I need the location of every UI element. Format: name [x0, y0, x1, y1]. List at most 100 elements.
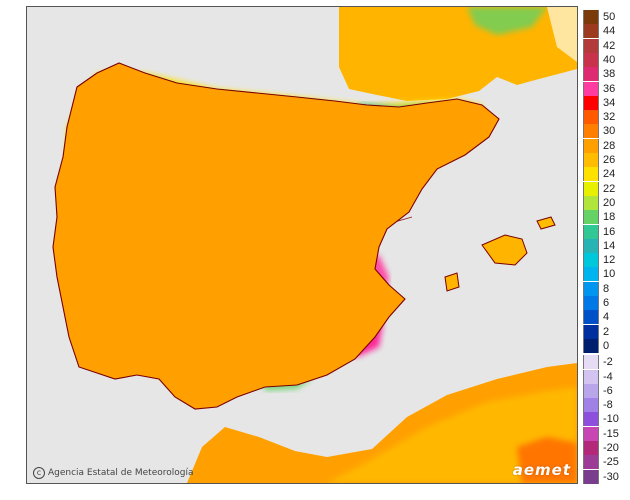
legend-swatch: [583, 238, 599, 253]
legend-swatch: [583, 10, 599, 24]
legend-row: -4: [583, 369, 628, 384]
credit-text: Agencia Estatal de Meteorología: [48, 468, 194, 478]
legend-swatch: [583, 224, 599, 239]
legend-row: 32: [583, 110, 628, 125]
legend-label: -20: [603, 442, 619, 454]
copyright-icon: c: [33, 467, 45, 479]
legend-label: -4: [603, 370, 613, 383]
legend-swatch: [583, 267, 599, 282]
legend-swatch: [583, 52, 599, 67]
legend-label: 26: [603, 154, 616, 166]
legend-label: 44: [603, 25, 616, 38]
legend-row: 16: [583, 224, 628, 239]
legend-row: 6: [583, 296, 628, 310]
legend-label: 40: [603, 53, 616, 66]
legend-swatch: [583, 281, 599, 296]
legend-swatch: [583, 38, 599, 53]
legend-swatch: [583, 369, 599, 384]
legend-row: 0: [583, 338, 628, 353]
legend-label: 32: [603, 111, 616, 124]
legend-row: 20: [583, 195, 628, 210]
legend-row: -2: [583, 355, 628, 370]
legend-row: 40: [583, 52, 628, 67]
legend-row: 8: [583, 281, 628, 296]
map-canvas: [52, 7, 577, 483]
legend-label: -30: [603, 470, 619, 483]
legend-label: 4: [603, 311, 610, 324]
legend-swatch: [583, 110, 599, 125]
legend-row: 22: [583, 181, 628, 196]
africa-warm-zone: [327, 387, 577, 483]
legend-row: 50: [583, 10, 628, 24]
legend-swatch: [583, 412, 599, 427]
legend-row: 2: [583, 324, 628, 339]
legend-row: -10: [583, 412, 628, 427]
france-landmass: [339, 7, 577, 101]
africa-hot-spot: [517, 437, 577, 483]
legend-row: 36: [583, 81, 628, 96]
legend-label: 30: [603, 125, 616, 138]
legend-label: 34: [603, 96, 616, 109]
legend-swatch: [583, 383, 599, 398]
ibiza-island: [444, 272, 460, 292]
legend-swatch: [583, 181, 599, 196]
legend-row: -15: [583, 426, 628, 441]
legend-swatch: [583, 398, 599, 413]
legend-row: 42: [583, 38, 628, 53]
agency-credit: c Agencia Estatal de Meteorología: [33, 467, 194, 479]
legend-row: -20: [583, 441, 628, 455]
legend-swatch: [583, 455, 599, 470]
legend-label: 16: [603, 225, 616, 238]
legend-label: -6: [603, 384, 613, 397]
legend-swatch: [583, 253, 599, 268]
legend-label: 0: [603, 339, 610, 352]
legend-row: 30: [583, 124, 628, 139]
legend-label: 14: [603, 239, 616, 252]
legend-swatch: [583, 210, 599, 225]
legend-row: 26: [583, 153, 628, 167]
legend-swatch: [583, 324, 599, 339]
legend-label: 6: [603, 297, 610, 309]
legend-swatch: [583, 81, 599, 96]
legend-swatch: [583, 167, 599, 182]
legend-swatch: [583, 153, 599, 167]
legend-label: -10: [603, 413, 619, 426]
legend-swatch: [583, 24, 599, 39]
legend-row: 18: [583, 210, 628, 225]
legend-row: -25: [583, 455, 628, 470]
menorca-island: [536, 216, 556, 230]
legend-label: -8: [603, 399, 613, 412]
legend-label: 38: [603, 68, 616, 81]
legend-swatch: [583, 138, 599, 153]
legend-row: -30: [583, 469, 628, 484]
legend-swatch: [583, 338, 599, 353]
aemet-logo: aemet: [512, 461, 571, 479]
legend-label: -25: [603, 456, 619, 469]
legend-row: 14: [583, 238, 628, 253]
legend-label: 20: [603, 196, 616, 209]
legend-swatch: [583, 469, 599, 484]
legend-swatch: [583, 296, 599, 310]
legend-label: 8: [603, 282, 610, 295]
legend-row: 34: [583, 95, 628, 110]
mallorca-island: [481, 234, 528, 266]
legend-label: 12: [603, 254, 616, 267]
legend-row: 10: [583, 267, 628, 282]
legend-label: 10: [603, 268, 616, 281]
legend-row: 24: [583, 167, 628, 182]
temperature-legend: 50 44 42 40 38 36 34 32 30 28 26 24 22 20 18 16 14 12 10 8 6…: [583, 10, 628, 484]
legend-swatch: [583, 67, 599, 82]
legend-swatch: [583, 124, 599, 139]
legend-swatch: [583, 195, 599, 210]
legend-label: 18: [603, 211, 616, 224]
legend-swatch: [583, 441, 599, 455]
legend-row: 38: [583, 67, 628, 82]
legend-label: -15: [603, 427, 619, 440]
legend-label: 24: [603, 168, 616, 181]
legend-label: 22: [603, 182, 616, 195]
legend-swatch: [583, 355, 599, 370]
legend-row: -6: [583, 383, 628, 398]
legend-label: 28: [603, 139, 616, 152]
legend-label: 42: [603, 39, 616, 52]
legend-swatch: [583, 426, 599, 441]
